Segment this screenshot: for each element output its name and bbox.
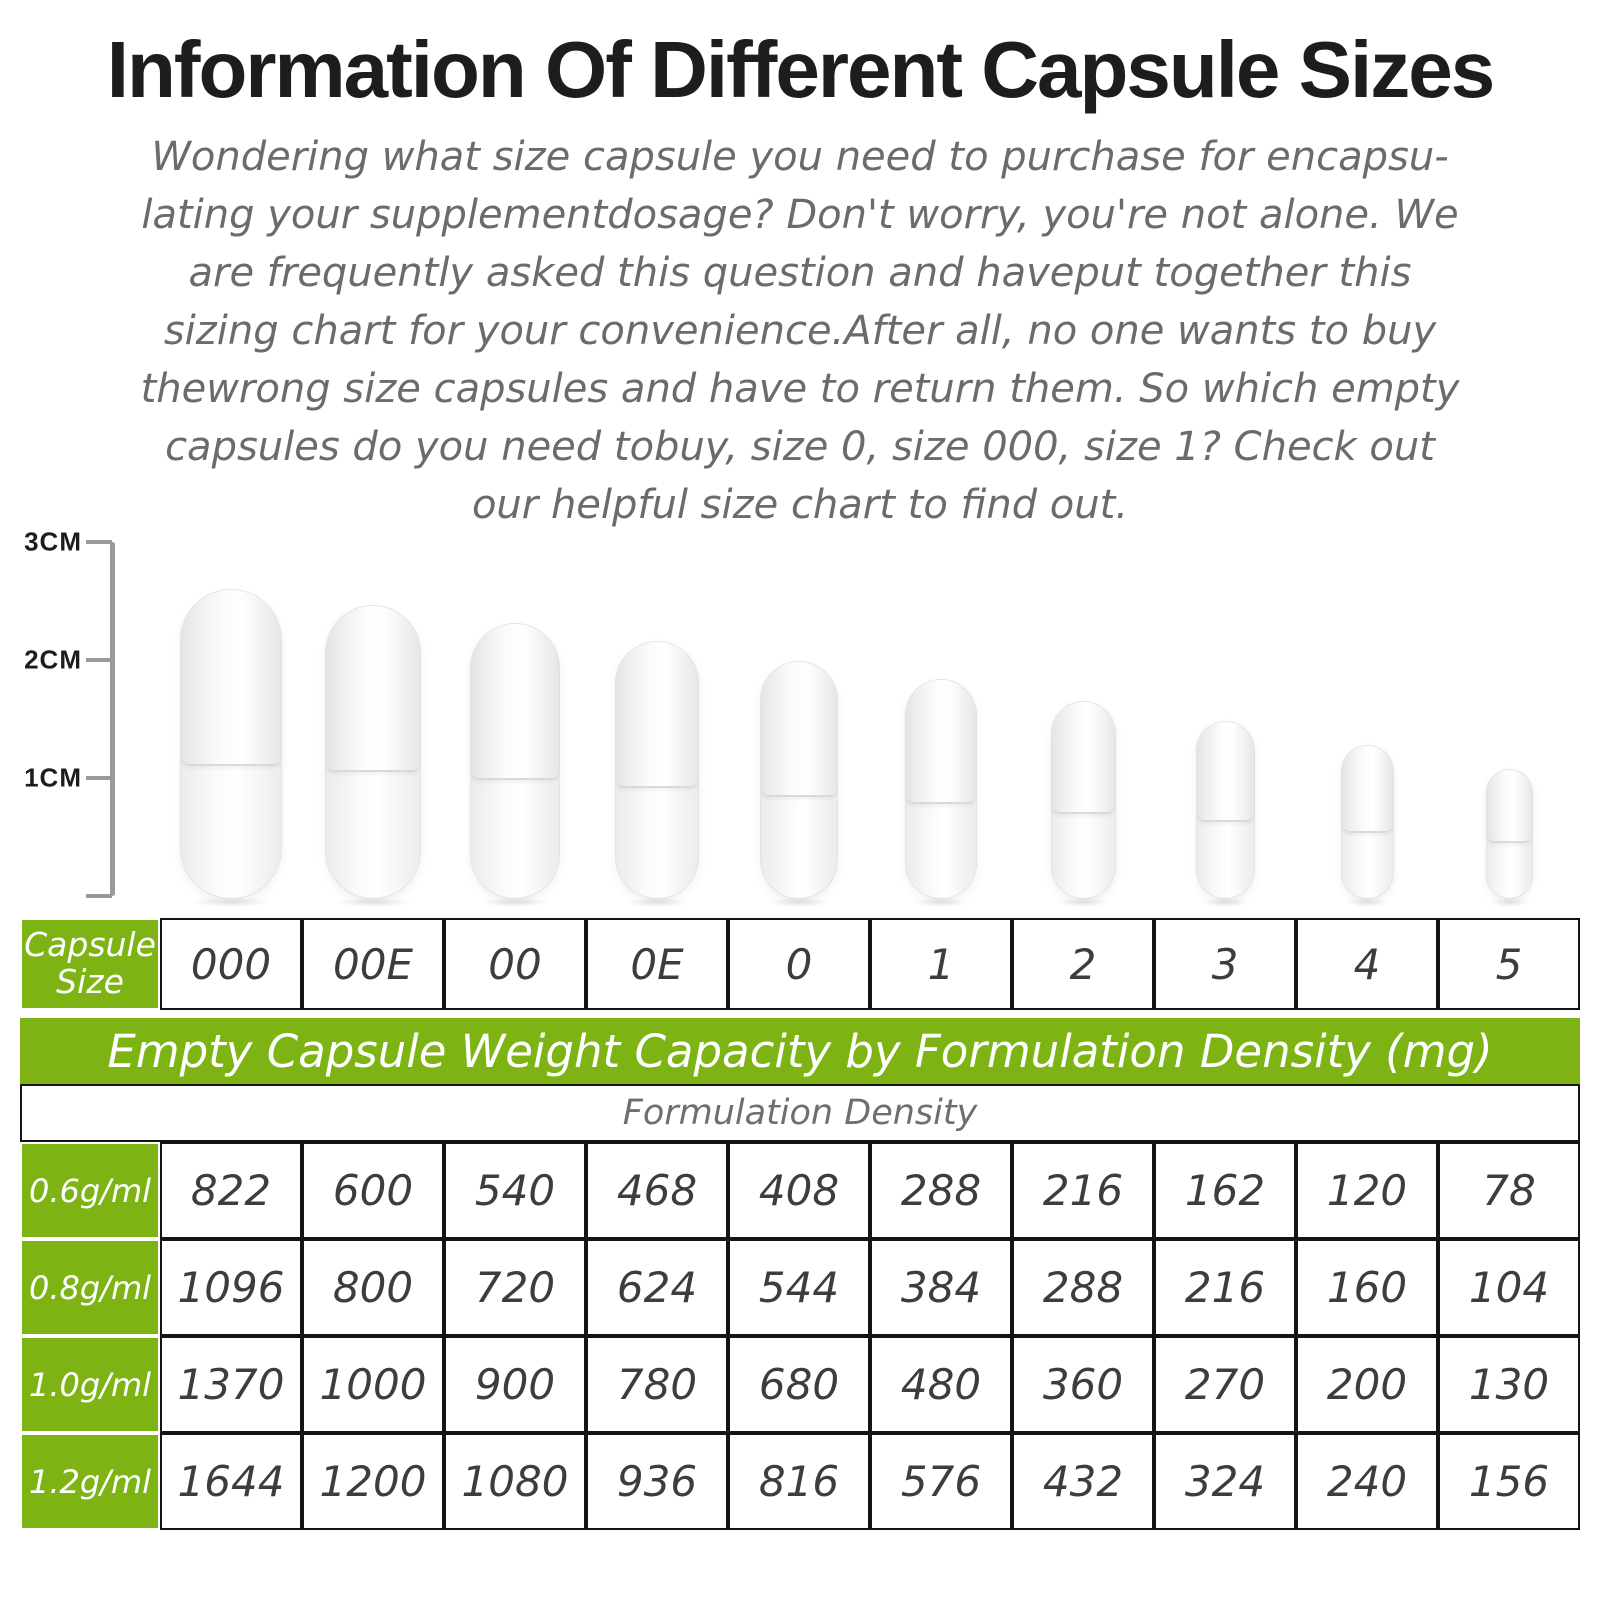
capacity-cell: 1200 xyxy=(302,1433,444,1530)
density-label: 0.6g/ml xyxy=(20,1142,160,1239)
density-row-1.2: 1.2g/ml 1644 1200 1080 936 816 576 432 3… xyxy=(20,1433,1580,1530)
capsule-image-000 xyxy=(181,590,281,907)
capacity-cell: 130 xyxy=(1438,1336,1580,1433)
capacity-cell: 324 xyxy=(1154,1433,1296,1530)
capacity-cell: 432 xyxy=(1012,1433,1154,1530)
capacity-cell: 120 xyxy=(1296,1142,1438,1239)
capacity-cell: 1000 xyxy=(302,1336,444,1433)
capacity-cell: 270 xyxy=(1154,1336,1296,1433)
capacity-cell: 162 xyxy=(1154,1142,1296,1239)
capsule-size-diagram: 3CM 2CM 1CM xyxy=(20,527,1580,908)
capacity-cell: 480 xyxy=(870,1336,1012,1433)
capacity-cell: 1644 xyxy=(160,1433,302,1530)
capacity-cell: 288 xyxy=(1012,1239,1154,1336)
capacity-cell: 160 xyxy=(1296,1239,1438,1336)
capsule-cap xyxy=(906,680,976,805)
capacity-cell: 384 xyxy=(870,1239,1012,1336)
capsule-image-1 xyxy=(906,680,976,907)
capacity-cell: 200 xyxy=(1296,1336,1438,1433)
table-banner: Empty Capsule Weight Capacity by Formula… xyxy=(20,1018,1580,1084)
capacity-cell: 720 xyxy=(444,1239,586,1336)
capacity-cell: 544 xyxy=(728,1239,870,1336)
capsule-image-2 xyxy=(1051,702,1115,907)
size-cell-00: 00 xyxy=(444,918,586,1010)
formulation-density-label: Formulation Density xyxy=(20,1084,1580,1142)
capsule-image-4 xyxy=(1341,746,1393,907)
size-cell-000: 000 xyxy=(160,918,302,1010)
capsule-cap xyxy=(181,590,281,766)
capacity-cell: 800 xyxy=(302,1239,444,1336)
capacity-cell: 216 xyxy=(1154,1239,1296,1336)
capsule-cap xyxy=(1051,702,1115,814)
density-row-0.6: 0.6g/ml 822 600 540 468 408 288 216 162 … xyxy=(20,1142,1580,1239)
capsule-cap xyxy=(761,662,837,797)
ruler-line xyxy=(110,542,115,896)
capsule-image-5 xyxy=(1486,770,1532,907)
capacity-cell: 600 xyxy=(302,1142,444,1239)
capacity-cell: 104 xyxy=(1438,1239,1580,1336)
formulation-density-row: Formulation Density xyxy=(20,1084,1580,1142)
capacity-cell: 216 xyxy=(1012,1142,1154,1239)
capacity-cell: 822 xyxy=(160,1142,302,1239)
capsule-image-3 xyxy=(1196,722,1254,907)
capacity-cell: 1370 xyxy=(160,1336,302,1433)
capacity-cell: 680 xyxy=(728,1336,870,1433)
page-title: Information Of Different Capsule Sizes xyxy=(106,25,1495,114)
capacity-cell: 1096 xyxy=(160,1239,302,1336)
capsule-cap xyxy=(326,606,420,773)
size-cell-1: 1 xyxy=(870,918,1012,1010)
capacity-cell: 540 xyxy=(444,1142,586,1239)
density-row-0.8: 0.8g/ml 1096 800 720 624 544 384 288 216… xyxy=(20,1239,1580,1336)
capsule-cap xyxy=(1341,746,1393,833)
size-cell-4: 4 xyxy=(1296,918,1438,1010)
capacity-cell: 936 xyxy=(586,1433,728,1530)
ruler-label-1cm: 1CM xyxy=(24,762,82,793)
capacity-cell: 576 xyxy=(870,1433,1012,1530)
size-cell-5: 5 xyxy=(1438,918,1580,1010)
capsule-image-00e xyxy=(326,606,420,907)
capsule-row xyxy=(20,536,1580,908)
intro-paragraph: Wondering what size capsule you need to … xyxy=(140,134,1460,528)
density-label: 0.8g/ml xyxy=(20,1239,160,1336)
capsule-image-0e xyxy=(616,642,698,907)
size-cell-0e: 0E xyxy=(586,918,728,1010)
capsule-image-0 xyxy=(761,662,837,907)
capacity-cell: 360 xyxy=(1012,1336,1154,1433)
capacity-cell: 468 xyxy=(586,1142,728,1239)
capsule-size-corner-label: Capsule Size xyxy=(20,918,160,1010)
capsule-size-table: Capsule Size 000 00E 00 0E 0 1 2 3 4 5 E… xyxy=(20,918,1580,1530)
ruler-label-2cm: 2CM xyxy=(24,644,82,675)
density-row-1.0: 1.0g/ml 1370 1000 900 780 680 480 360 27… xyxy=(20,1336,1580,1433)
density-label: 1.2g/ml xyxy=(20,1433,160,1530)
capsule-size-header-row: Capsule Size 000 00E 00 0E 0 1 2 3 4 5 xyxy=(20,918,1580,1010)
density-label: 1.0g/ml xyxy=(20,1336,160,1433)
capacity-cell: 780 xyxy=(586,1336,728,1433)
capsule-cap xyxy=(471,624,559,781)
capacity-cell: 288 xyxy=(870,1142,1012,1239)
ruler-label-3cm: 3CM xyxy=(24,526,82,557)
size-cell-00e: 00E xyxy=(302,918,444,1010)
capacity-cell: 624 xyxy=(586,1239,728,1336)
capacity-cell: 408 xyxy=(728,1142,870,1239)
capacity-cell: 78 xyxy=(1438,1142,1580,1239)
capacity-cell: 816 xyxy=(728,1433,870,1530)
capacity-cell: 240 xyxy=(1296,1433,1438,1530)
capsule-image-00 xyxy=(471,624,559,907)
size-cell-0: 0 xyxy=(728,918,870,1010)
ruler: 3CM 2CM 1CM xyxy=(20,527,132,898)
capacity-cell: 1080 xyxy=(444,1433,586,1530)
capacity-cell: 900 xyxy=(444,1336,586,1433)
capsule-cap xyxy=(1196,722,1254,823)
capacity-cell: 156 xyxy=(1438,1433,1580,1530)
capsule-cap xyxy=(616,642,698,788)
size-cell-2: 2 xyxy=(1012,918,1154,1010)
size-cell-3: 3 xyxy=(1154,918,1296,1010)
capsule-cap xyxy=(1486,770,1532,843)
